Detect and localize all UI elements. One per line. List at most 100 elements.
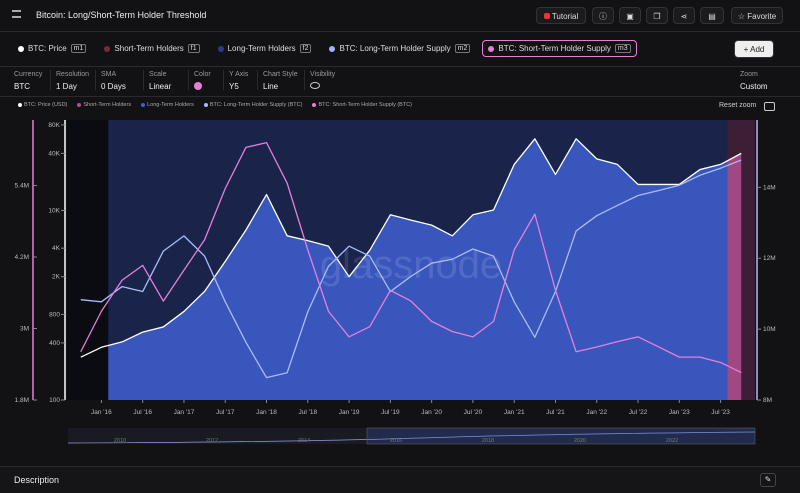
chip-tag: f1 bbox=[187, 44, 200, 53]
y3-tick-label: 3M bbox=[20, 326, 29, 333]
setting[interactable]: Chart Style Line bbox=[263, 71, 298, 91]
reset-zoom[interactable]: Reset zoom bbox=[719, 102, 757, 109]
legend-dot bbox=[141, 103, 146, 107]
chip-label: BTC: Long-Term Holder Supply bbox=[339, 44, 451, 53]
save-button[interactable]: ▣ bbox=[619, 7, 641, 24]
regime-area bbox=[108, 138, 728, 400]
setting[interactable]: Y Axis Y5 bbox=[229, 71, 248, 91]
y-tick-label: 10K bbox=[48, 207, 60, 214]
y-tick-label: 40K bbox=[48, 150, 60, 157]
regime-area bbox=[727, 153, 742, 400]
divider bbox=[0, 96, 800, 97]
x-tick-label: Jan '17 bbox=[174, 409, 195, 416]
chip-dot bbox=[488, 45, 495, 52]
x-tick-label: Jan '23 bbox=[669, 409, 690, 416]
visibility-icon bbox=[310, 82, 320, 89]
x-tick-label: Jan '18 bbox=[256, 409, 277, 416]
legend-dot bbox=[18, 103, 22, 107]
page-title: Bitcoin: Long/Short-Term Holder Threshol… bbox=[36, 10, 207, 20]
navigator-line bbox=[67, 431, 756, 444]
legend-item[interactable]: BTC: Short-Term Holder Supply (BTC) bbox=[312, 102, 412, 108]
favorite-button[interactable]: ☆ Favorite bbox=[731, 7, 783, 24]
setting[interactable]: Zoom Custom bbox=[740, 71, 768, 91]
series-line bbox=[80, 141, 742, 374]
description-title: Description bbox=[14, 475, 60, 485]
y2-tick-label: 14M bbox=[763, 184, 776, 191]
navigator-track bbox=[68, 428, 755, 444]
y-tick-label: 2K bbox=[52, 274, 61, 281]
setting[interactable]: SMA 0 Days bbox=[101, 71, 126, 91]
chip-label: Short-Term Holders bbox=[114, 44, 184, 53]
setting-label: Color bbox=[194, 71, 211, 78]
navigator: 2010 2012 2014 2016 2018 2020 2022 bbox=[67, 427, 756, 445]
x-tick-label: Jan '22 bbox=[586, 409, 607, 416]
setting-divider bbox=[223, 70, 224, 90]
setting[interactable]: Visibility bbox=[310, 71, 335, 89]
metric-chip[interactable]: BTC: Price m1 bbox=[12, 40, 92, 57]
setting[interactable]: Color bbox=[194, 71, 211, 90]
legend-dot bbox=[77, 103, 82, 107]
chip-dot bbox=[18, 45, 24, 52]
x-tick-label: Jul '18 bbox=[299, 409, 318, 416]
chip-dot bbox=[329, 45, 336, 52]
setting-divider bbox=[257, 70, 258, 90]
series-line bbox=[80, 159, 742, 379]
y-tick-label: 800 bbox=[49, 311, 60, 318]
navigator-year: 2010 bbox=[114, 438, 126, 444]
setting-divider bbox=[143, 70, 144, 90]
metric-chip[interactable]: BTC: Short-Term Holder Supply m3 bbox=[482, 40, 637, 57]
legend-dot bbox=[312, 103, 317, 107]
navigator-year: 2012 bbox=[206, 438, 218, 444]
color-swatch bbox=[194, 82, 202, 90]
chip-label: BTC: Price bbox=[28, 44, 67, 53]
camera-icon[interactable] bbox=[764, 102, 775, 111]
x-tick-label: Jan '21 bbox=[504, 409, 525, 416]
x-tick-label: Jul '17 bbox=[216, 409, 235, 416]
chip-tag: m2 bbox=[454, 44, 471, 53]
setting[interactable]: Currency BTC bbox=[14, 71, 42, 91]
y2-tick-label: 8M bbox=[763, 397, 772, 404]
setting-label: Visibility bbox=[310, 71, 336, 78]
setting[interactable]: Resolution 1 Day bbox=[56, 71, 89, 91]
menu-icon[interactable] bbox=[12, 10, 21, 18]
legend-label: Long-Term Holders bbox=[147, 102, 194, 108]
chart: glassnode 100 400 800 2K 4K 10K 40K 80K 1.8M 3M 4.2… bbox=[15, 120, 776, 416]
y3-tick-label: 5.4M bbox=[15, 183, 29, 190]
share-button[interactable]: ⋖ bbox=[673, 7, 695, 24]
add-button[interactable]: + Add bbox=[734, 40, 774, 58]
x-tick-label: Jul '16 bbox=[133, 409, 152, 416]
navigator-year: 2016 bbox=[390, 438, 402, 444]
navigator-year: 2018 bbox=[482, 438, 494, 444]
export-button[interactable]: ▤ bbox=[700, 7, 724, 24]
navigator-year: 2020 bbox=[574, 438, 586, 444]
metric-chip[interactable]: Short-Term Holders f1 bbox=[98, 40, 205, 57]
watermark: glassnode bbox=[320, 243, 502, 287]
metric-chip[interactable]: Long-Term Holders f2 bbox=[212, 40, 318, 57]
y3-tick-label: 4.2M bbox=[15, 254, 29, 261]
info-button[interactable]: ⓘ bbox=[592, 7, 614, 24]
legend-label: BTC: Short-Term Holder Supply (BTC) bbox=[318, 102, 413, 108]
setting-label: Chart Style bbox=[263, 71, 298, 78]
legend-item[interactable]: BTC: Price (USD) bbox=[18, 102, 67, 108]
edit-icon[interactable]: ✎ bbox=[760, 473, 776, 487]
copy-button[interactable]: ❐ bbox=[646, 7, 668, 24]
tutorial-button[interactable]: Tutorial bbox=[536, 7, 586, 24]
legend-item[interactable]: BTC: Long-Term Holder Supply (BTC) bbox=[203, 102, 303, 108]
x-tick-label: Jan '16 bbox=[91, 409, 112, 416]
navigator-selection[interactable] bbox=[366, 427, 756, 445]
setting-label: SMA bbox=[101, 71, 117, 78]
description-bar[interactable]: Description ✎ bbox=[0, 466, 800, 493]
legend-item[interactable]: Long-Term Holders bbox=[141, 102, 194, 108]
metric-chip[interactable]: BTC: Long-Term Holder Supply m2 bbox=[323, 40, 476, 57]
tutorial-label: Tutorial bbox=[551, 12, 579, 21]
setting-value: Line bbox=[263, 82, 279, 91]
add-label: Add bbox=[750, 45, 765, 54]
setting-value: 0 Days bbox=[101, 82, 126, 91]
x-tick-label: Jan '19 bbox=[339, 409, 360, 416]
setting-label: Resolution bbox=[56, 71, 90, 78]
legend-label: BTC: Long-Term Holder Supply (BTC) bbox=[209, 102, 303, 108]
setting[interactable]: Scale Linear bbox=[149, 71, 171, 91]
series-line bbox=[80, 138, 742, 358]
legend-item[interactable]: Short-Term Holders bbox=[77, 102, 131, 108]
y2-tick-label: 12M bbox=[763, 255, 776, 262]
